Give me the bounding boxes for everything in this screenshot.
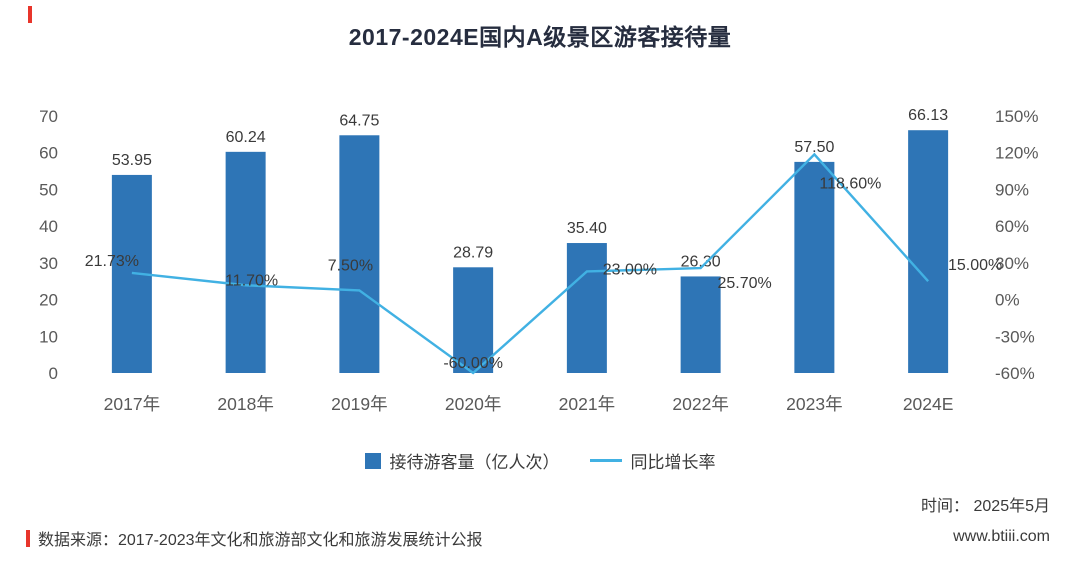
y-axis-tick-left: 40 — [39, 217, 58, 236]
bar — [566, 243, 607, 373]
y-axis-tick-right: 60% — [995, 217, 1029, 236]
x-axis-label: 2018年 — [217, 394, 273, 414]
growth-value-label: 25.70% — [717, 275, 771, 292]
y-axis-tick-left: 30 — [39, 254, 58, 273]
growth-value-label: -60.00% — [443, 355, 503, 372]
bar-series-swatch — [364, 452, 381, 469]
growth-value-label: 118.60% — [819, 175, 881, 192]
meta-block: 时间： 2025年5月 www.btiii.com — [921, 492, 1050, 552]
growth-value-label: 7.50% — [328, 257, 373, 274]
bar-value-label: 35.40 — [567, 220, 607, 237]
y-axis-tick-right: -30% — [995, 327, 1035, 346]
growth-value-label: 21.73% — [85, 253, 139, 270]
x-axis-label: 2019年 — [331, 394, 387, 414]
growth-value-label: 15.00% — [948, 257, 1002, 274]
chart-area: 0 10 20 30 40 50 60 70 -60% -30% 0% 30% 60% 90% 120% 15… — [0, 76, 1080, 426]
source-accent-mark — [26, 529, 30, 547]
bar-value-label: 57.50 — [794, 139, 834, 156]
x-axis-label: 2024E — [903, 394, 954, 414]
y-axis-tick-right: 90% — [995, 180, 1029, 199]
growth-value-label: 11.70% — [225, 272, 278, 289]
website-link[interactable]: www.btiii.com — [953, 528, 1050, 545]
legend-item-line: 同比增长率 — [589, 448, 716, 473]
x-axis-label: 2017年 — [104, 394, 160, 414]
y-axis-tick-left: 70 — [39, 107, 58, 126]
bar — [908, 130, 949, 373]
legend-bar-label: 接待游客量（亿人次） — [389, 453, 560, 472]
growth-line — [131, 152, 930, 375]
bar-value-label: 66.13 — [908, 107, 948, 124]
legend-line-label: 同比增长率 — [630, 453, 716, 472]
growth-value-label: 23.00% — [603, 261, 657, 278]
y-axis-tick-right: -60% — [995, 364, 1035, 383]
y-axis-tick-right: 120% — [995, 144, 1038, 163]
time-label: 时间： 2025年5月 — [921, 498, 1050, 515]
bar-value-label: 60.24 — [226, 129, 266, 146]
x-axis-label: 2020年 — [445, 394, 501, 414]
bar — [680, 276, 721, 373]
x-axis-label: 2021年 — [559, 394, 615, 414]
bar-value-label: 28.79 — [453, 244, 493, 261]
chart-legend: 接待游客量（亿人次） 同比增长率 — [0, 448, 1080, 473]
line-series-swatch — [589, 459, 622, 462]
source-text: 数据来源：2017-2023年文化和旅游部文化和旅游发展统计公报 — [38, 532, 483, 549]
bar-value-label: 64.75 — [339, 112, 379, 129]
y-axis-tick-left: 20 — [39, 291, 58, 310]
bar-value-label: 53.95 — [112, 152, 152, 169]
y-axis-tick-right: 0% — [995, 291, 1020, 310]
bar — [339, 135, 380, 373]
bar — [453, 267, 494, 373]
combo-chart: 0 10 20 30 40 50 60 70 -60% -30% 0% 30% 60% 90% 120% 15… — [39, 107, 1038, 414]
y-axis-tick-left: 0 — [49, 364, 58, 383]
data-source: 数据来源：2017-2023年文化和旅游部文化和旅游发展统计公报 — [26, 526, 483, 550]
y-axis-tick-left: 60 — [39, 144, 58, 163]
chart-title: 2017-2024E国内A级景区游客接待量 — [348, 24, 732, 50]
y-axis-tick-right: 30% — [995, 254, 1029, 273]
legend-item-bar: 接待游客量（亿人次） — [364, 448, 560, 473]
x-axis-label: 2022年 — [672, 394, 728, 414]
top-left-accent-mark — [28, 6, 32, 23]
y-axis-tick-right: 150% — [995, 107, 1038, 126]
bar — [794, 161, 835, 373]
bar — [225, 151, 266, 373]
y-axis-tick-left: 50 — [39, 180, 58, 199]
y-axis-tick-left: 10 — [39, 327, 58, 346]
x-axis-label: 2023年 — [786, 394, 842, 414]
